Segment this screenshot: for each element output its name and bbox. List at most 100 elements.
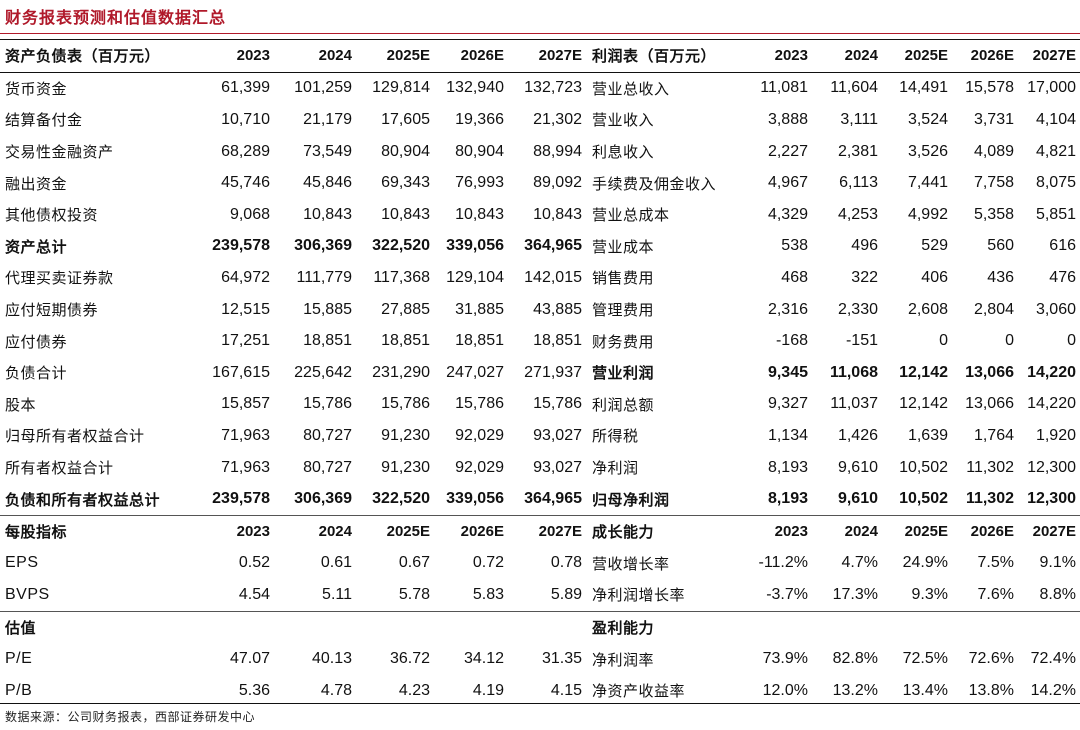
table-cell: 5,358: [973, 205, 1014, 223]
column-header: 2024: [812, 514, 882, 548]
table-cell: 5.78: [398, 585, 430, 603]
table-cell: 8,193: [767, 458, 808, 476]
table-cell: 322: [851, 268, 878, 286]
table-cell: 0.78: [550, 554, 582, 572]
table-cell: 36.72: [389, 650, 430, 668]
table-cell: 2,330: [837, 300, 878, 318]
table-cell: 72.6%: [968, 650, 1014, 668]
table-cell: 0.61: [320, 554, 352, 572]
table-cell: 80,727: [303, 426, 352, 444]
table-row: EPS 0.52 0.61 0.67 0.72 0.78 营收增长率 -11.2% 4.7% 24…: [0, 548, 1080, 580]
column-header: 2023: [184, 39, 274, 73]
row-label: 负债和所有者权益总计: [5, 490, 161, 509]
table-cell: 13,066: [965, 395, 1014, 413]
table-cell: 538: [781, 237, 808, 255]
row-label: 负债合计: [5, 364, 68, 383]
row-label: 融出资金: [5, 174, 68, 193]
row-label: 结算备付金: [5, 111, 83, 130]
table-cell: 1,764: [973, 426, 1014, 444]
table-cell: 11,302: [966, 458, 1014, 476]
table-cell: 4.23: [398, 681, 430, 699]
table-cell: 14,220: [1027, 363, 1076, 381]
row-label: 营业成本: [592, 237, 655, 256]
table-cell: 10,502: [899, 458, 948, 476]
table-cell: 12,300: [1027, 458, 1076, 476]
table-cell: 2,227: [767, 142, 808, 160]
table-cell: 2,381: [837, 142, 878, 160]
table-cell: 27,885: [381, 300, 430, 318]
row-label: 净利润率: [592, 650, 655, 669]
table-row: 所有者权益合计 71,963 80,727 91,230 92,029 93,027 净利润…: [0, 452, 1080, 484]
table-cell: 18,851: [455, 332, 504, 350]
column-header: [1018, 610, 1080, 644]
table-cell: 80,904: [381, 142, 430, 160]
table-cell: 4,329: [767, 205, 808, 223]
row-label: 利润表（百万元）: [586, 39, 742, 73]
table-cell: 4.15: [550, 681, 582, 699]
column-header: 2024: [274, 39, 356, 73]
table-cell: 6,113: [839, 174, 878, 192]
column-header: 2027E: [508, 514, 586, 548]
table-cell: 5.89: [550, 585, 582, 603]
column-header: [274, 610, 356, 644]
row-label: 代理买卖证券款: [5, 269, 114, 288]
row-label: 营业总成本: [592, 206, 670, 225]
table-cell: 239,578: [212, 490, 270, 508]
table-cell: 9,327: [767, 395, 808, 413]
table-cell: 7,441: [907, 174, 948, 192]
report-title: 财务报表预测和估值数据汇总: [5, 8, 227, 27]
table-cell: 15,578: [965, 79, 1014, 97]
table-cell: 17,605: [381, 110, 430, 128]
table-row: 股本 15,857 15,786 15,786 15,786 15,786 利润总额 9,32…: [0, 389, 1080, 421]
table-header-row: 资产负债表（百万元） 2023 2024 2025E 2026E 2027E 利润表（百万元…: [0, 39, 1080, 73]
row-label: 手续费及佣金收入: [592, 174, 717, 193]
table-row: P/B 5.36 4.78 4.23 4.19 4.15 净资产收益率 12.0% 13.2% 1…: [0, 675, 1080, 707]
table-cell: 2,804: [973, 300, 1014, 318]
table-cell: 5.83: [472, 585, 504, 603]
table-cell: 24.9%: [902, 554, 948, 572]
table-row: 融出资金 45,746 45,846 69,343 76,993 89,092 手续费及佣金…: [0, 167, 1080, 199]
row-label: 应付债券: [5, 332, 68, 351]
table-cell: 15,786: [381, 395, 430, 413]
table-cell: 4,821: [1035, 142, 1076, 160]
row-label: 财务费用: [592, 332, 655, 351]
table-cell: 225,642: [294, 363, 352, 381]
table-cell: 40.13: [311, 650, 352, 668]
table-cell: 9,068: [229, 205, 270, 223]
table-cell: 11,037: [830, 395, 878, 413]
table-row: 其他债权投资 9,068 10,843 10,843 10,843 10,843 营业总成本…: [0, 199, 1080, 231]
row-label: EPS: [5, 554, 39, 572]
table-cell: -151: [845, 332, 878, 350]
table-cell: 231,290: [372, 363, 430, 381]
column-header: [508, 610, 586, 644]
column-header: 2024: [274, 514, 356, 548]
table-cell: 9,610: [837, 458, 878, 476]
table-cell: 8,193: [767, 490, 808, 508]
table-cell: 11,302: [965, 490, 1014, 508]
table-cell: 364,965: [524, 237, 582, 255]
table-cell: 339,056: [446, 237, 504, 255]
row-label: 估值: [0, 610, 184, 644]
table-cell: 616: [1049, 237, 1076, 255]
table-cell: 468: [781, 268, 808, 286]
table-cell: 5.11: [322, 585, 352, 603]
table-cell: 15,786: [455, 395, 504, 413]
table-cell: 406: [921, 268, 948, 286]
table-cell: 339,056: [446, 490, 504, 508]
table-cell: 88,994: [533, 142, 582, 160]
table-cell: 3,731: [973, 110, 1014, 128]
table-cell: 322,520: [372, 490, 430, 508]
column-header: 2027E: [508, 39, 586, 73]
table-cell: 3,888: [767, 110, 808, 128]
row-label: 利润总额: [592, 395, 655, 414]
table-cell: 4.7%: [841, 554, 878, 572]
table-cell: 529: [921, 237, 948, 255]
table-cell: -11.2%: [758, 554, 808, 572]
table-cell: 3,111: [840, 110, 878, 128]
column-header: 2023: [742, 39, 812, 73]
table-cell: 0.67: [398, 554, 430, 572]
table-cell: 7.6%: [977, 585, 1014, 603]
table-cell: 71,963: [221, 458, 270, 476]
table-cell: 167,615: [212, 363, 270, 381]
table-row: P/E 47.07 40.13 36.72 34.12 31.35 净利润率 73.9% 82.…: [0, 643, 1080, 675]
